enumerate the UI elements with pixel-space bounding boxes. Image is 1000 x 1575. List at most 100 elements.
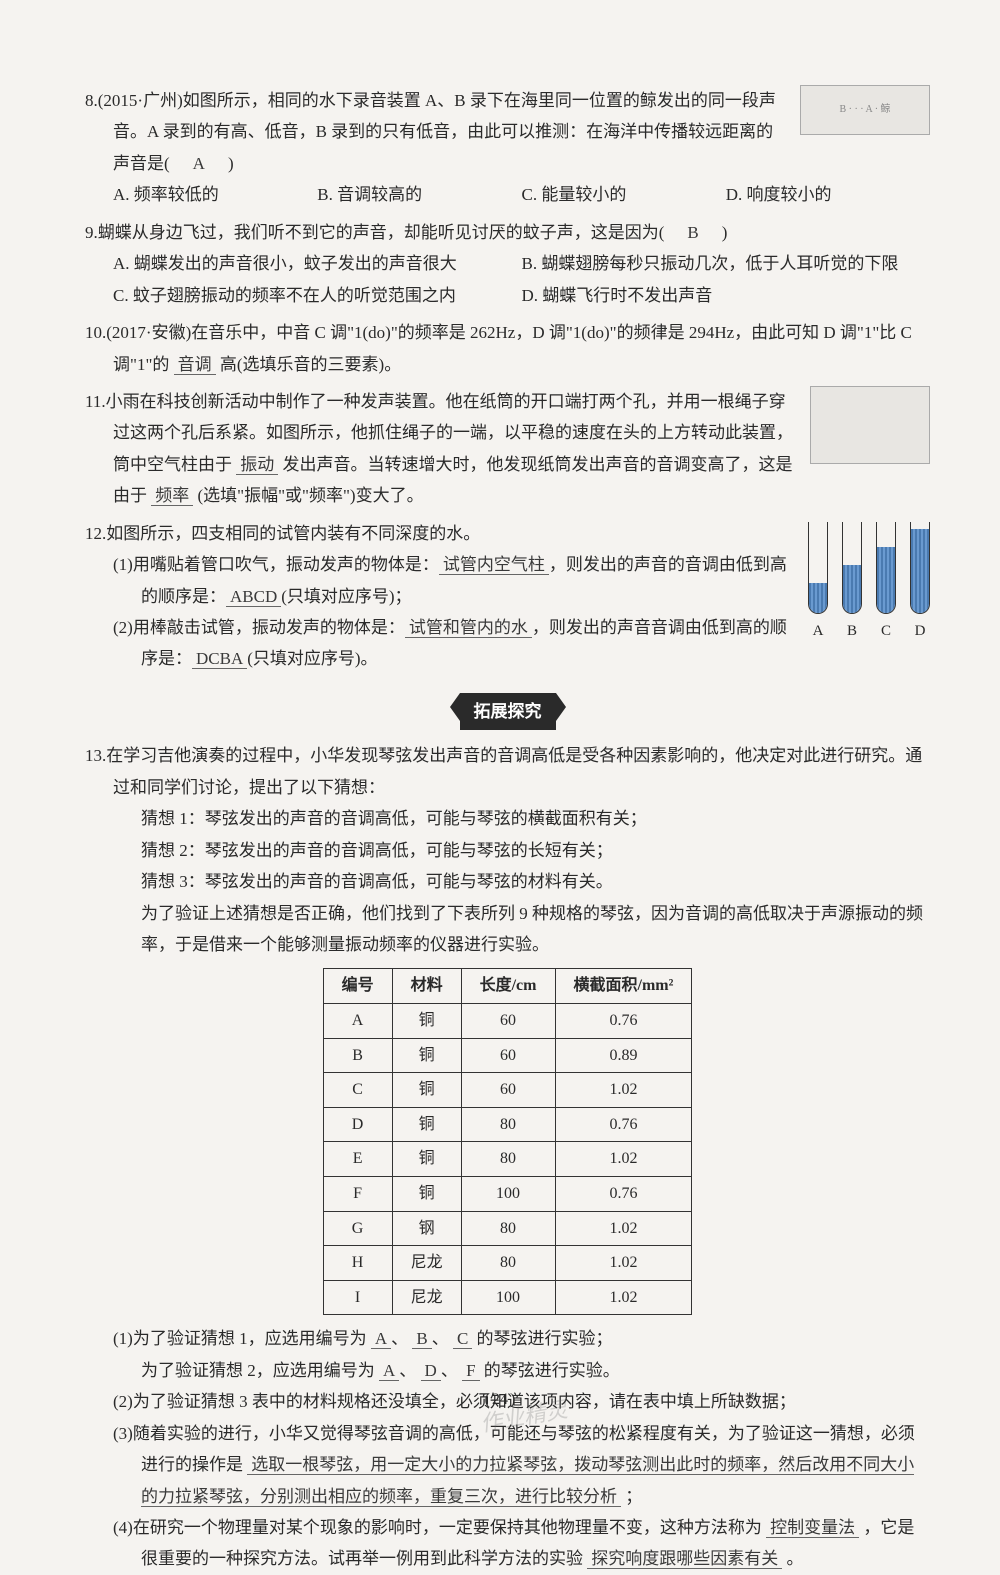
table-cell: 铜 bbox=[392, 1003, 461, 1038]
q13-s3-ans: 选取一根琴弦，用一定大小的力拉紧琴弦，拨动琴弦测出此时的频率，然后改用不同大小的… bbox=[141, 1455, 914, 1506]
tube-label-b: B bbox=[842, 618, 862, 646]
q13-s4-ans2: 探究响度跟哪些因素有关 bbox=[587, 1549, 782, 1569]
table-cell: F bbox=[323, 1176, 392, 1211]
table-cell: 尼龙 bbox=[392, 1246, 461, 1281]
q12-p2-blank2: DCBA bbox=[192, 649, 247, 669]
table-row: E铜801.02 bbox=[323, 1142, 692, 1177]
opt-d: D. 响度较小的 bbox=[726, 179, 930, 210]
q13-s4: (4)在研究一个物理量对某个现象的影响时，一定要保持其他物理量不变，这种方法称为… bbox=[113, 1512, 930, 1575]
q8-figure: B · · · A · 鲸 bbox=[800, 85, 930, 135]
table-row: A铜600.76 bbox=[323, 1003, 692, 1038]
opt-b: B. 音调较高的 bbox=[317, 179, 521, 210]
opt-c: C. 能量较小的 bbox=[522, 179, 726, 210]
banner-text: 拓展探究 bbox=[460, 693, 556, 730]
q9-answer: B bbox=[683, 223, 703, 242]
table-header: 编号 bbox=[323, 969, 392, 1004]
table-cell: 铜 bbox=[392, 1142, 461, 1177]
opt-c: C. 蚊子翅膀振动的频率不在人的听觉范围之内 bbox=[113, 280, 522, 311]
q13-guess3: 猜想 3：琴弦发出的声音的音调高低，可能与琴弦的材料有关。 bbox=[85, 866, 930, 897]
q9-text: 9.蝴蝶从身边飞过，我们听不到它的声音，却能听见讨厌的蚊子声，这是因为( B ) bbox=[85, 217, 930, 248]
table-cell: 0.76 bbox=[555, 1176, 692, 1211]
table-cell: C bbox=[323, 1073, 392, 1108]
q11-text: 11.小雨在科技创新活动中制作了一种发声装置。他在纸筒的开口端打两个孔，并用一根… bbox=[85, 386, 930, 512]
table-cell: 80 bbox=[461, 1107, 555, 1142]
q13-pre: 为了验证上述猜想是否正确，他们找到了下表所列 9 种规格的琴弦，因为音调的高低取… bbox=[85, 898, 930, 961]
q8-options: A. 频率较低的 B. 音调较高的 C. 能量较小的 D. 响度较小的 bbox=[85, 179, 930, 210]
question-12: A B C D 12.如图所示，四支相同的试管内装有不同深度的水。 (1)用嘴贴… bbox=[85, 518, 930, 675]
table-cell: 铜 bbox=[392, 1038, 461, 1073]
table-cell: 60 bbox=[461, 1003, 555, 1038]
table-cell: 60 bbox=[461, 1038, 555, 1073]
table-cell: 0.76 bbox=[555, 1107, 692, 1142]
table-header: 长度/cm bbox=[461, 969, 555, 1004]
table-cell: 尼龙 bbox=[392, 1280, 461, 1315]
table-row: G钢801.02 bbox=[323, 1211, 692, 1246]
q13-s1-a1: A bbox=[371, 1329, 391, 1349]
table-cell: 100 bbox=[461, 1176, 555, 1211]
table-cell: 铜 bbox=[392, 1107, 461, 1142]
table-row: H尼龙801.02 bbox=[323, 1246, 692, 1281]
table-cell: B bbox=[323, 1038, 392, 1073]
q11-blank1: 振动 bbox=[236, 455, 278, 475]
question-10: 10.(2017·安徽)在音乐中，中音 C 调"1(do)"的频率是 262Hz… bbox=[85, 317, 930, 380]
q9-options: A. 蝴蝶发出的声音很小，蚊子发出的声音很大 B. 蝴蝶翅膀每秒只振动几次，低于… bbox=[85, 248, 930, 311]
q13-s4-ans1: 控制变量法 bbox=[766, 1518, 859, 1538]
table-header: 横截面积/mm² bbox=[555, 969, 692, 1004]
question-11: 11.小雨在科技创新活动中制作了一种发声装置。他在纸筒的开口端打两个孔，并用一根… bbox=[85, 386, 930, 512]
table-cell: 100 bbox=[461, 1280, 555, 1315]
q12-intro: 12.如图所示，四支相同的试管内装有不同深度的水。 bbox=[85, 518, 930, 549]
q13-guess2: 猜想 2：琴弦发出的声音的音调高低，可能与琴弦的长短有关； bbox=[85, 835, 930, 866]
q12-p2-blank1: 试管和管内的水 bbox=[405, 618, 532, 638]
table-cell: 1.02 bbox=[555, 1073, 692, 1108]
q10-blank: 音调 bbox=[174, 355, 216, 375]
q13-s1-line2: 为了验证猜想 2，应选用编号为 A、 D、 F 的琴弦进行实验。 bbox=[85, 1355, 930, 1386]
table-header: 材料 bbox=[392, 969, 461, 1004]
table-cell: 铜 bbox=[392, 1176, 461, 1211]
table-cell: H bbox=[323, 1246, 392, 1281]
q13-s1-a2: B bbox=[412, 1329, 431, 1349]
table-cell: 80 bbox=[461, 1211, 555, 1246]
q13-s1b-a2: D bbox=[421, 1361, 441, 1381]
table-cell: D bbox=[323, 1107, 392, 1142]
q12-p1-blank1: 试管内空气柱 bbox=[439, 555, 549, 575]
table-cell: 0.89 bbox=[555, 1038, 692, 1073]
question-9: 9.蝴蝶从身边飞过，我们听不到它的声音，却能听见讨厌的蚊子声，这是因为( B )… bbox=[85, 217, 930, 311]
table-cell: 60 bbox=[461, 1073, 555, 1108]
table-cell: 1.02 bbox=[555, 1142, 692, 1177]
section-banner: 拓展探究 bbox=[85, 693, 930, 730]
table-cell: I bbox=[323, 1280, 392, 1315]
q11-blank2: 频率 bbox=[151, 486, 193, 506]
table-row: F铜1000.76 bbox=[323, 1176, 692, 1211]
opt-d: D. 蝴蝶飞行时不发出声音 bbox=[522, 280, 931, 311]
table-row: D铜800.76 bbox=[323, 1107, 692, 1142]
opt-a: A. 频率较低的 bbox=[113, 179, 317, 210]
q13-guess1: 猜想 1：琴弦发出的声音的音调高低，可能与琴弦的横截面积有关； bbox=[85, 803, 930, 834]
table-cell: A bbox=[323, 1003, 392, 1038]
table-cell: 0.76 bbox=[555, 1003, 692, 1038]
table-cell: G bbox=[323, 1211, 392, 1246]
q10-text: 10.(2017·安徽)在音乐中，中音 C 调"1(do)"的频率是 262Hz… bbox=[85, 317, 930, 380]
table-cell: 1.02 bbox=[555, 1280, 692, 1315]
table-cell: 钢 bbox=[392, 1211, 461, 1246]
table-cell: 80 bbox=[461, 1142, 555, 1177]
table-row: I尼龙1001.02 bbox=[323, 1280, 692, 1315]
table-cell: 铜 bbox=[392, 1073, 461, 1108]
question-8: B · · · A · 鲸 8.(2015·广州)如图所示，相同的水下录音装置 … bbox=[85, 85, 930, 211]
q13-table: 编号材料长度/cm横截面积/mm² A铜600.76B铜600.89C铜601.… bbox=[323, 968, 693, 1315]
tube-label-d: D bbox=[910, 618, 930, 646]
q13-s1b-a3: F bbox=[462, 1361, 479, 1381]
q8-answer: A bbox=[189, 154, 210, 173]
tube-label-c: C bbox=[876, 618, 896, 646]
table-row: C铜601.02 bbox=[323, 1073, 692, 1108]
q13-s1: (1)为了验证猜想 1，应选用编号为 A、 B、 C 的琴弦进行实验； bbox=[113, 1323, 930, 1354]
table-cell: E bbox=[323, 1142, 392, 1177]
q12-p1-blank2: ABCD bbox=[226, 587, 281, 607]
opt-b: B. 蝴蝶翅膀每秒只振动几次，低于人耳听觉的下限 bbox=[522, 248, 931, 279]
q13-s1b-a1: A bbox=[379, 1361, 399, 1381]
q13-s1-a3: C bbox=[453, 1329, 472, 1349]
opt-a: A. 蝴蝶发出的声音很小，蚊子发出的声音很大 bbox=[113, 248, 522, 279]
q11-figure bbox=[810, 386, 930, 464]
tube-label-a: A bbox=[808, 618, 828, 646]
q13-intro: 13.在学习吉他演奏的过程中，小华发现琴弦发出声音的音调高低是受各种因素影响的，… bbox=[85, 740, 930, 803]
table-cell: 1.02 bbox=[555, 1246, 692, 1281]
